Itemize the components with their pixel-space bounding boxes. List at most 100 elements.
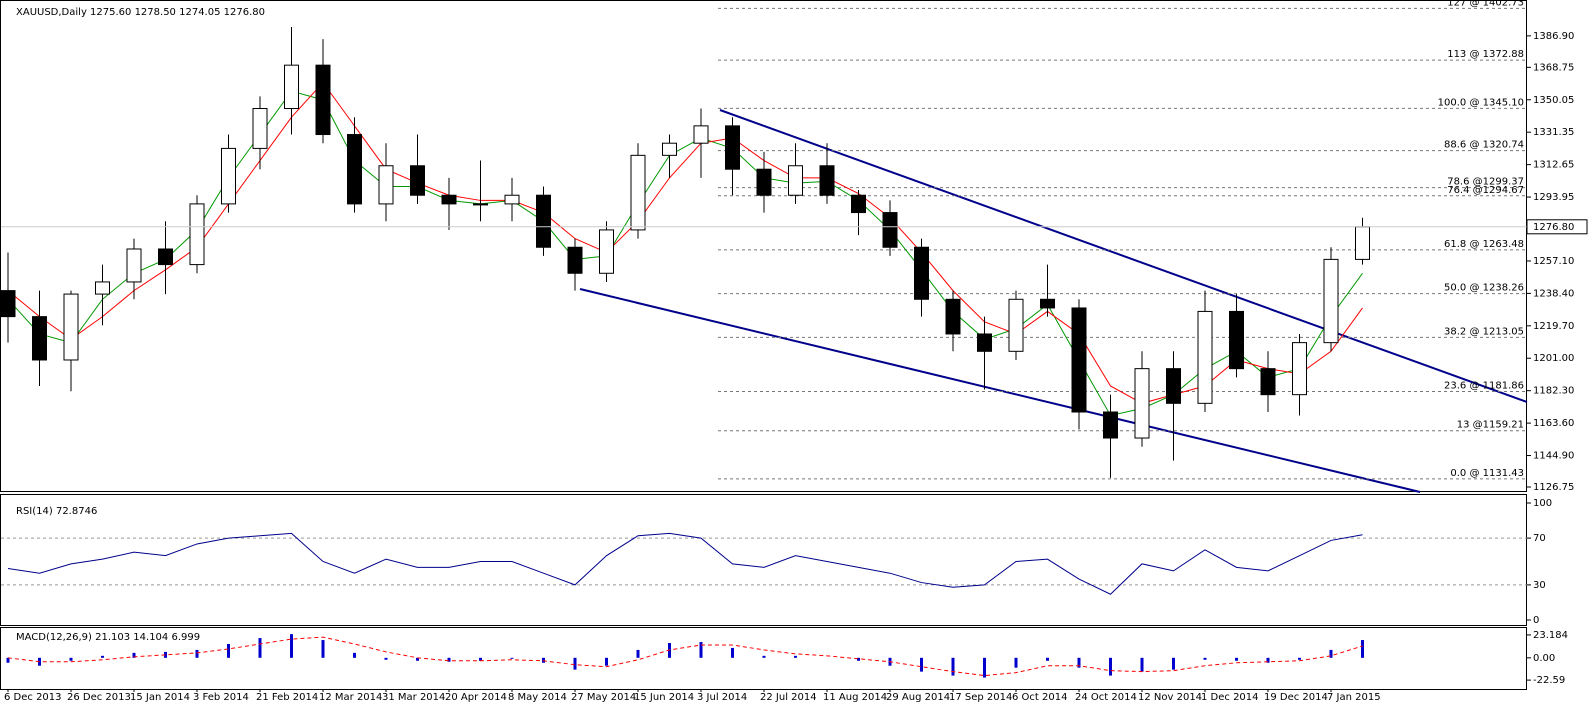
y-tick-label: 1312.65: [1533, 160, 1574, 171]
x-tick-label: 11 Aug 2014: [823, 692, 887, 703]
candle-body: [1103, 411, 1118, 439]
x-tick-label: 12 Nov 2014: [1138, 692, 1202, 703]
candle-body: [599, 229, 614, 274]
y-tick-label: 1182.30: [1533, 386, 1574, 397]
y-tick-label: 0: [1533, 615, 1539, 626]
x-tick-label: 26 Dec 2013: [67, 692, 131, 703]
channel-lower: [579, 288, 1421, 493]
macd-bar: [447, 657, 451, 662]
macd-bar: [353, 652, 356, 658]
macd-bar: [794, 655, 797, 658]
candle-body: [32, 316, 47, 361]
candle-body: [378, 165, 394, 205]
candle-body: [662, 142, 677, 156]
price-panel: [0, 0, 1527, 492]
fib-label: 88.6 @ 1320.74: [1444, 140, 1524, 151]
macd-bar: [699, 642, 703, 658]
macd-bar: [1014, 657, 1018, 668]
y-tick-label: 1350.05: [1533, 95, 1574, 106]
fib-label: 61.8 @ 1263.48: [1444, 239, 1524, 250]
x-tick-label: 20 Apr 2014: [445, 692, 507, 703]
macd-panel: [0, 627, 1527, 690]
y-tick-label: 1331.35: [1533, 127, 1574, 138]
candle-body: [284, 64, 299, 110]
macd-bar: [195, 649, 199, 658]
macd-bar: [164, 651, 167, 658]
y-tick-label: 1257.10: [1533, 256, 1574, 267]
macd-bar: [1140, 657, 1144, 672]
panel-title: MACD(12,26,9) 21.103 14.104 6.999: [16, 632, 200, 643]
y-tick-label: -22.59: [1533, 675, 1565, 686]
y-tick-label: 1293.95: [1533, 192, 1574, 203]
last-price-box: [1526, 219, 1588, 235]
x-tick-label: 12 Mar 2014: [319, 692, 382, 703]
macd-bar: [920, 657, 923, 672]
macd-bar: [1361, 640, 1364, 658]
macd-bar: [101, 655, 104, 658]
x-tick-label: 8 May 2014: [508, 692, 567, 703]
x-tick-label: 22 Jul 2014: [760, 692, 817, 703]
y-tick-label: 1126.75: [1533, 482, 1574, 493]
fib-label: 76.4 @1294.67: [1447, 185, 1524, 196]
macd-bar: [1329, 649, 1333, 658]
candle-body: [819, 165, 835, 196]
candle-body: [1040, 298, 1055, 309]
macd-bar: [1172, 657, 1175, 670]
y-tick-label: 1368.75: [1533, 62, 1574, 73]
y-tick-label: 100: [1533, 498, 1552, 509]
candle-body: [693, 125, 709, 144]
x-tick-label: 7 Jan 2015: [1327, 692, 1381, 703]
candle-body: [1260, 368, 1276, 396]
x-tick-label: 19 Dec 2014: [1264, 692, 1328, 703]
fib-label: 78.6 @1299.37: [1447, 177, 1524, 188]
candle-body: [725, 125, 740, 170]
x-tick-label: 21 Feb 2014: [256, 692, 318, 703]
macd-bar: [636, 649, 640, 658]
fib-label: 0.0 @ 1131.43: [1450, 468, 1524, 479]
panel-title: XAUUSD,Daily 1275.60 1278.50 1274.05 127…: [16, 7, 265, 18]
candle-body: [315, 64, 331, 136]
candle-body: [1166, 368, 1181, 404]
candle-body: [252, 108, 268, 149]
candle-body: [441, 194, 457, 205]
macd-bar: [1266, 657, 1270, 663]
candle-body: [914, 246, 929, 300]
macd-bar: [479, 657, 482, 661]
macd-bar: [1077, 657, 1081, 668]
macd-bar: [983, 657, 986, 678]
x-tick-label: 15 Jan 2014: [130, 692, 190, 703]
candle-body: [1197, 310, 1213, 404]
candle-body: [851, 194, 866, 214]
y-tick-label: 23.184: [1533, 630, 1568, 641]
macd-bar: [290, 634, 293, 658]
macd-bar: [573, 657, 577, 670]
candle-body: [567, 246, 583, 274]
fib-label: 23.6 @ 1181.86: [1444, 380, 1524, 391]
macd-bar: [384, 657, 388, 660]
macd-bar: [951, 657, 955, 676]
y-tick-label: 0.00: [1533, 653, 1555, 664]
fib-label: 127 @ 1402.73: [1447, 0, 1524, 8]
x-tick-label: 6 Dec 2013: [4, 692, 62, 703]
y-tick-label: 1144.90: [1533, 451, 1574, 462]
candle-body: [63, 293, 79, 361]
macd-bar: [321, 640, 325, 658]
fib-label: 113 @ 1372.88: [1447, 49, 1524, 60]
x-tick-label: 15 Jun 2014: [634, 692, 694, 703]
macd-bar: [1235, 657, 1238, 661]
last-price-label: 1276.80: [1533, 222, 1574, 233]
y-tick-label: 1238.40: [1533, 288, 1574, 299]
moving-average: [7, 81, 1363, 404]
candle-body: [1292, 342, 1307, 396]
x-tick-label: 24 Oct 2014: [1075, 692, 1137, 703]
candle-body: [410, 165, 425, 196]
candle-body: [1008, 298, 1024, 352]
y-tick-label: 30: [1533, 580, 1546, 591]
candle-body: [630, 154, 646, 231]
y-tick-label: 1386.90: [1533, 31, 1574, 42]
x-tick-label: 6 Oct 2014: [1012, 692, 1067, 703]
candle-body: [504, 194, 520, 205]
macd-bar: [1298, 657, 1301, 660]
macd-bar: [1046, 657, 1049, 661]
